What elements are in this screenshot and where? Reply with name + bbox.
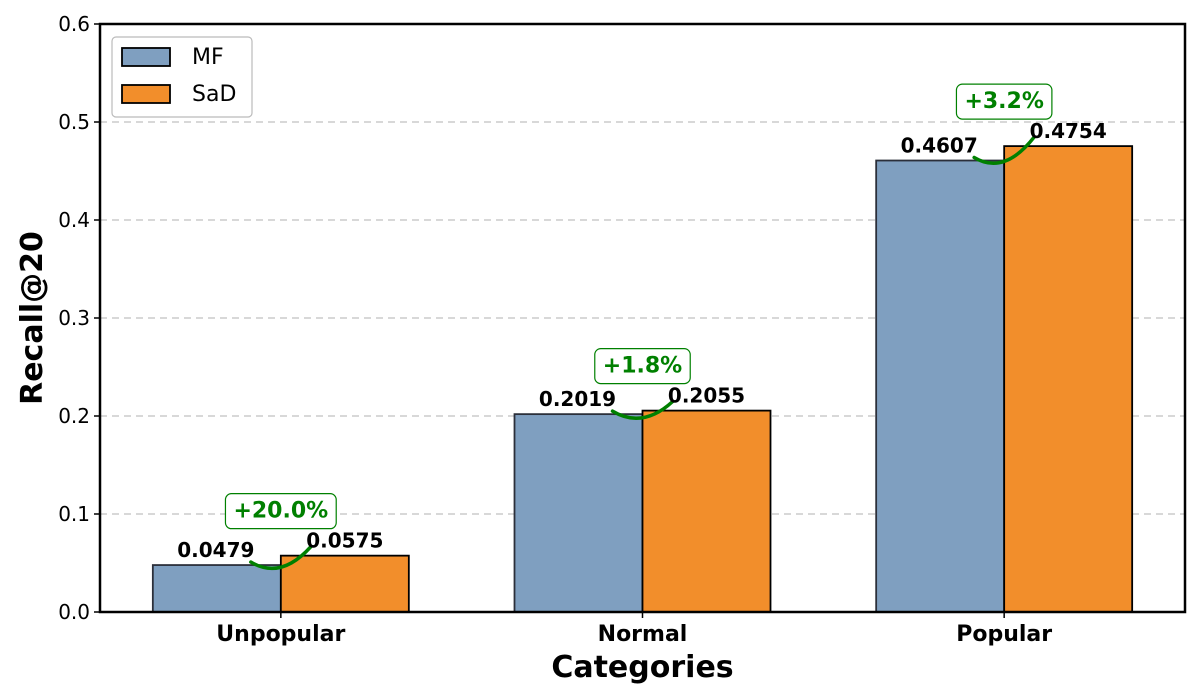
value-label: 0.4754: [1030, 119, 1107, 143]
legend: MF SaD: [111, 36, 253, 118]
legend-label: MF: [192, 45, 224, 70]
improvement-arrow: [610, 399, 675, 420]
improvement-label: +1.8%: [603, 354, 682, 379]
bar-mf: [151, 564, 282, 613]
y-tick-label: 0.3: [58, 306, 90, 330]
x-tick-label: Unpopular: [216, 622, 345, 647]
x-tick-label: Normal: [598, 622, 688, 647]
improvement-arcs: [249, 135, 1036, 571]
improvement-arrow: [972, 135, 1036, 165]
y-tick-label: 0.4: [58, 208, 90, 232]
x-tick-label: Popular: [956, 622, 1052, 647]
bar-mf: [513, 413, 644, 613]
bars: [151, 145, 1134, 613]
bar-sad: [279, 554, 410, 613]
value-label: 0.2019: [539, 387, 616, 411]
y-tick-label: 0.6: [58, 12, 90, 36]
improvement-annotation: +20.0%: [224, 493, 337, 530]
legend-swatch-sad: [121, 84, 171, 104]
improvement-annotations: +20.0% +1.8% +3.2%: [224, 83, 1053, 530]
bar-sad: [641, 409, 772, 613]
improvement-box: [224, 493, 337, 530]
value-labels: 0.0479 0.0575 0.2019 0.2055 0.4607 0.4754: [177, 119, 1107, 562]
improvement-box: [955, 83, 1053, 120]
legend-label: SaD: [192, 82, 236, 107]
y-tick-label: 0.1: [58, 502, 90, 526]
value-label: 0.4607: [901, 134, 978, 158]
value-label: 0.0479: [177, 538, 254, 562]
improvement-annotation: +1.8%: [594, 348, 691, 385]
value-label: 0.0575: [306, 529, 383, 553]
y-tick-label: 0.5: [58, 110, 90, 134]
bar-mf: [875, 159, 1006, 613]
improvement-label: +3.2%: [964, 89, 1043, 114]
x-axis-title: Categories: [551, 650, 733, 685]
y-tick-label: 0.2: [58, 404, 90, 428]
improvement-label: +20.0%: [233, 499, 328, 524]
improvement-arrow: [249, 544, 313, 571]
improvement-box: [594, 348, 691, 385]
y-axis-title: Recall@20: [15, 231, 50, 405]
value-label: 0.2055: [668, 384, 745, 408]
x-ticks: Unpopular Normal Popular: [216, 612, 1052, 647]
bar-sad: [1003, 145, 1134, 613]
improvement-annotation: +3.2%: [955, 83, 1053, 120]
y-ticks: 0.0 0.1 0.2 0.3 0.4 0.5 0.6: [58, 12, 100, 624]
y-tick-label: 0.0: [58, 600, 90, 624]
legend-swatch-mf: [121, 47, 171, 67]
